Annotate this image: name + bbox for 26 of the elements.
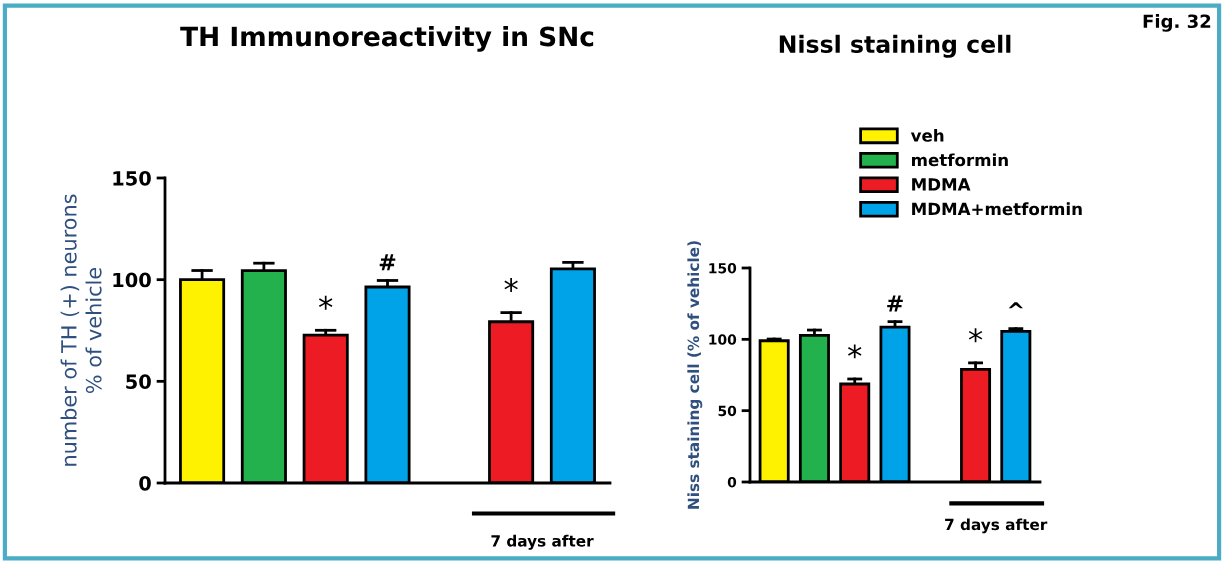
chart-title: TH Immunoreactivity in SNc: [180, 26, 594, 52]
y-axis-title: number of TH (+) neurons % of vehicle: [60, 194, 102, 466]
y-tick-label: 50: [126, 374, 151, 389]
y-tick-label: 50: [718, 405, 737, 417]
text: 7 days after: [491, 534, 594, 550]
y-tick-label: 100: [709, 334, 737, 345]
data-label: *: [504, 278, 518, 292]
data-label: *: [848, 344, 862, 359]
text: 7 days after: [945, 518, 1048, 534]
data-label: *: [318, 295, 333, 310]
y-tick-label: 150: [709, 262, 737, 274]
y-tick-label: 100: [113, 272, 151, 288]
data-label: #: [379, 254, 396, 271]
y-tick-label: 0: [139, 475, 151, 491]
data-label: #: [887, 295, 903, 312]
y-tick-label: 150: [113, 170, 151, 186]
legend-label: metformin: [912, 153, 1008, 167]
legend-label: veh: [910, 128, 944, 142]
caption: Fig. 32: [1143, 14, 1211, 32]
legend-label: MDMA+metformin: [912, 202, 1082, 216]
chart-title: Nissl staining cell: [779, 34, 1011, 58]
y-tick-label: 0: [727, 476, 737, 488]
data-label: *: [968, 328, 983, 343]
y-axis-title: Niss staining cell (% of vehicle): [687, 241, 703, 509]
data-label: ^: [1008, 302, 1023, 309]
legend-label: MDMA: [912, 178, 971, 191]
